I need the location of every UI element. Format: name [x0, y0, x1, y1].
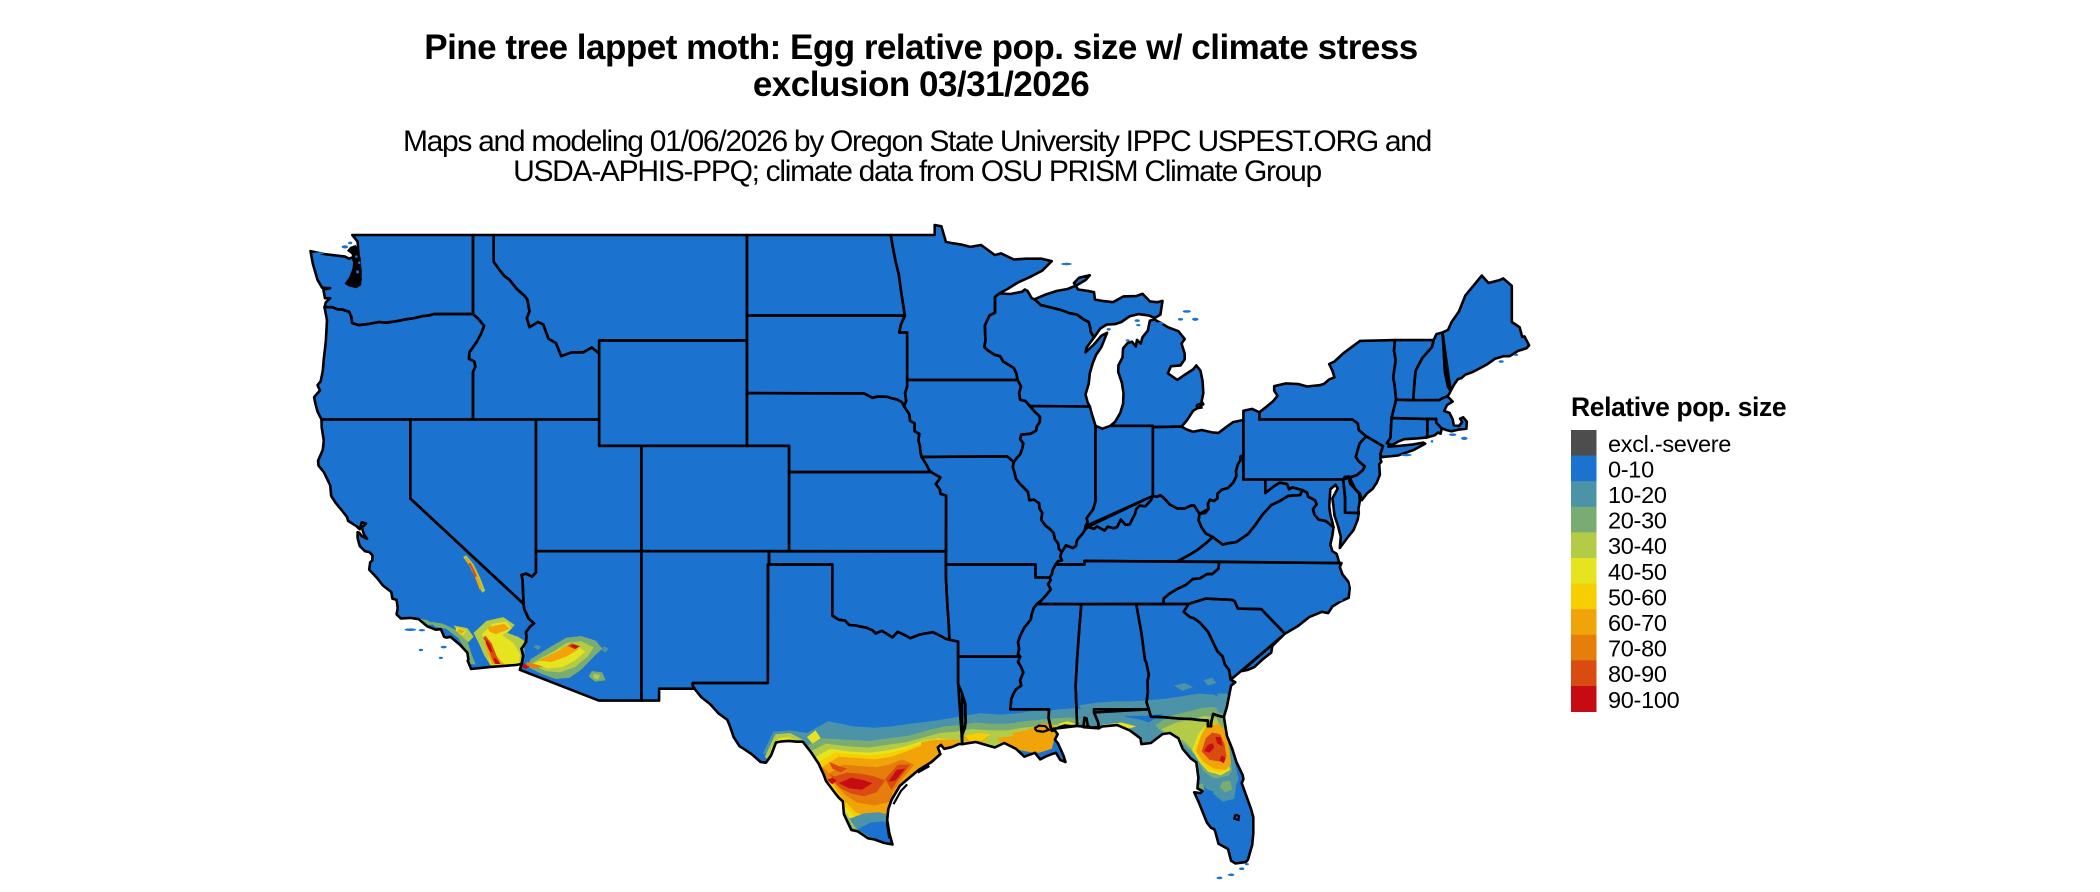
svg-text:20-30: 20-30: [1608, 508, 1667, 534]
svg-text:50-60: 50-60: [1608, 584, 1667, 610]
svg-text:70-80: 70-80: [1608, 636, 1667, 662]
svg-text:90-100: 90-100: [1608, 687, 1680, 713]
svg-text:exclusion 03/31/2026: exclusion 03/31/2026: [753, 65, 1089, 104]
svg-text:Relative pop. size: Relative pop. size: [1571, 392, 1786, 422]
svg-text:Pine tree lappet moth: Egg rel: Pine tree lappet moth: Egg relative pop.…: [424, 28, 1418, 67]
svg-text:USDA-APHIS-PPQ; climate data f: USDA-APHIS-PPQ; climate data from OSU PR…: [513, 155, 1321, 188]
svg-text:10-20: 10-20: [1608, 482, 1667, 508]
svg-text:excl.-severe: excl.-severe: [1608, 431, 1731, 457]
svg-text:60-70: 60-70: [1608, 610, 1667, 636]
svg-text:40-50: 40-50: [1608, 559, 1667, 585]
svg-text:30-40: 30-40: [1608, 533, 1667, 559]
svg-text:80-90: 80-90: [1608, 661, 1667, 687]
svg-text:Maps and modeling 01/06/2026 b: Maps and modeling 01/06/2026 by Oregon S…: [403, 125, 1431, 158]
svg-text:0-10: 0-10: [1608, 456, 1654, 482]
